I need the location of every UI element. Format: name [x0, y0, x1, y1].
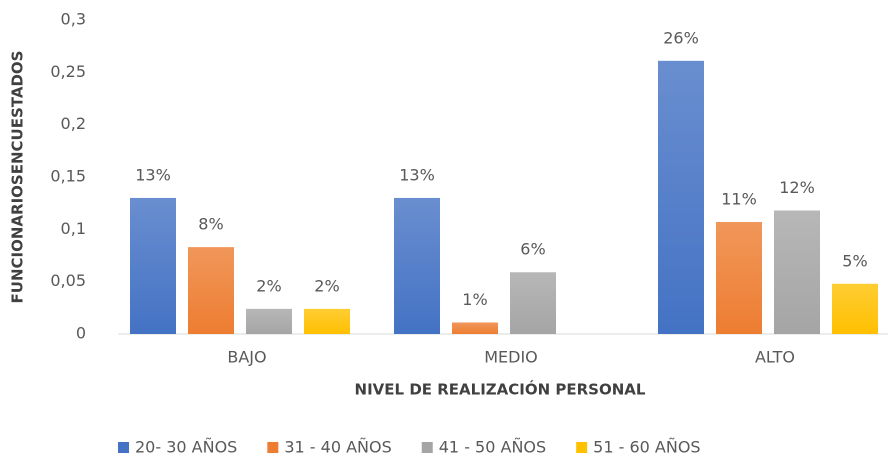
- legend-swatch: [576, 442, 588, 453]
- data-label: 1%: [462, 290, 487, 309]
- data-label: 8%: [198, 215, 223, 234]
- bar: [130, 197, 176, 334]
- data-label: 6%: [520, 240, 545, 259]
- data-label: 13%: [399, 165, 435, 184]
- legend-label: 51 - 60 AÑOS: [593, 438, 700, 456]
- bar: [394, 197, 440, 334]
- y-tick-label: 0,2: [61, 114, 86, 133]
- data-label: 2%: [314, 276, 339, 295]
- bar: [246, 308, 292, 334]
- x-tick-label: MEDIO: [484, 348, 538, 367]
- legend-swatch: [421, 442, 433, 453]
- bar: [452, 322, 498, 334]
- bar: [188, 247, 234, 334]
- y-tick-label: 0: [76, 324, 86, 343]
- bar: [832, 283, 878, 334]
- bar: [658, 60, 704, 334]
- y-axis-label: FUNCIONARIOSENCUESTADOS: [9, 51, 27, 304]
- legend-swatch: [118, 442, 129, 453]
- y-tick-label: 0,25: [50, 62, 86, 81]
- y-tick-label: 0,05: [50, 271, 86, 290]
- x-tick-label: BAJO: [227, 348, 266, 367]
- bar: [304, 308, 350, 334]
- legend-label: 20- 30 AÑOS: [135, 438, 237, 456]
- data-label: 11%: [721, 190, 757, 209]
- bar: [716, 222, 762, 334]
- bar: [774, 210, 820, 334]
- data-label: 12%: [779, 178, 815, 197]
- legend-label: 31 - 40 AÑOS: [284, 438, 391, 456]
- y-tick-label: 0,1: [61, 219, 86, 238]
- y-tick-label: 0,3: [61, 10, 86, 29]
- data-label: 13%: [135, 165, 171, 184]
- data-label: 26%: [663, 28, 699, 47]
- data-label: 5%: [842, 251, 867, 270]
- legend-label: 41 - 50 AÑOS: [439, 438, 546, 456]
- legend-swatch: [267, 442, 279, 453]
- bar: [510, 272, 556, 334]
- y-tick-label: 0,15: [50, 167, 86, 186]
- x-tick-label: ALTO: [755, 348, 795, 367]
- data-label: 2%: [256, 276, 281, 295]
- x-axis-label: NIVEL DE REALIZACIÓN PERSONAL: [355, 380, 646, 399]
